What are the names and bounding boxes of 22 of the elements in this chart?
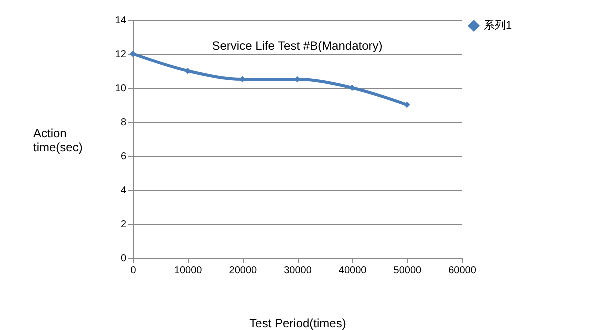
y-tick-label: 6	[120, 152, 127, 162]
x-tick-label: 20000	[229, 266, 258, 276]
text: Service Life Test #B(Mandatory)	[212, 39, 383, 53]
x-tick-label: 0	[130, 266, 137, 276]
x-tick-label: 30000	[284, 266, 312, 276]
y-tick-label: 0	[120, 254, 127, 264]
x-tick-label: 10000	[174, 266, 203, 276]
legend-label: 系列1	[484, 19, 512, 32]
y-tick-label: 4	[120, 186, 127, 196]
x-axis-title: Test Period(times)	[250, 316, 346, 330]
x-tick-label: 60000	[448, 266, 477, 276]
y-tick-label: 14	[115, 16, 127, 26]
y-tick-label: 12	[115, 50, 127, 60]
point	[404, 102, 410, 108]
x-tick-label: 50000	[394, 266, 422, 276]
y-axis-title: Action time(sec)	[34, 126, 83, 154]
point	[349, 84, 356, 92]
point	[184, 68, 191, 74]
y-tick-label: 8	[120, 118, 127, 128]
y-tick-label: 10	[115, 84, 127, 94]
y-tick-label: 2	[120, 220, 127, 230]
x-tick-label: 40000	[338, 266, 368, 276]
